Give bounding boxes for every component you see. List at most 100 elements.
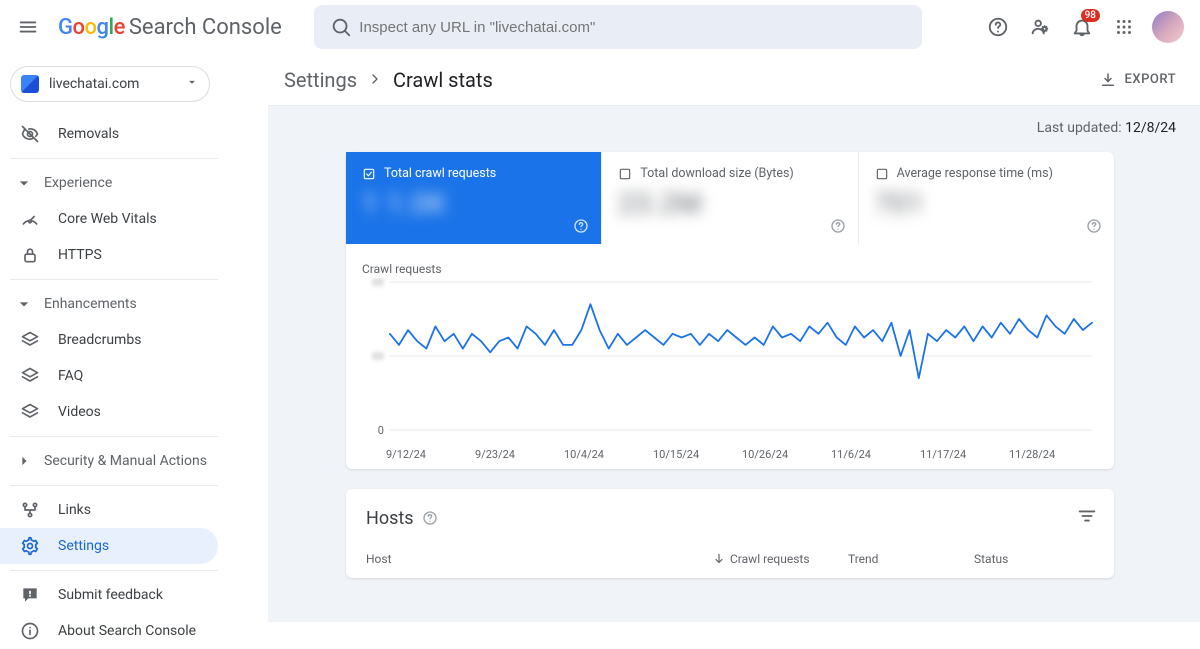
chart-x-tick: 10/4/24 (564, 448, 653, 461)
hosts-title: Hosts (366, 508, 414, 529)
sidebar-item-label: Settings (58, 538, 109, 554)
breadcrumb: Settings Crawl stats (284, 68, 493, 92)
notification-badge: 98 (1081, 9, 1100, 22)
sidebar-item-label: Submit feedback (58, 587, 163, 603)
notifications-button[interactable]: 98 (1062, 7, 1102, 47)
hosts-columns: Host Crawl requests Trend Status (346, 542, 1114, 578)
last-updated-label: Last updated: (1037, 120, 1125, 136)
top-right-actions: 98 (978, 7, 1184, 47)
search-icon (322, 7, 359, 47)
sidebar-item-core-web-vitals[interactable]: Core Web Vitals (0, 201, 218, 237)
last-updated: Last updated: 12/8/24 (284, 120, 1176, 136)
sidebar-group-label: Experience (44, 175, 112, 191)
menu-button[interactable] (8, 7, 48, 47)
svg-text:0: 0 (378, 424, 384, 437)
chart-title: Crawl requests (362, 262, 1098, 276)
metric-label: Average response time (ms) (897, 166, 1053, 181)
sidebar-item-breadcrumbs[interactable]: Breadcrumbs (0, 322, 218, 358)
metric-label: Total download size (Bytes) (640, 166, 793, 181)
col-requests[interactable]: Crawl requests (712, 552, 832, 566)
sidebar-item-https[interactable]: HTTPS (0, 237, 218, 273)
sidebar-item-label: Breadcrumbs (58, 332, 141, 348)
metric-label: Total crawl requests (384, 166, 496, 181)
chart-x-tick: 11/6/24 (831, 448, 920, 461)
col-host[interactable]: Host (366, 552, 696, 566)
col-requests-label: Crawl requests (730, 552, 810, 566)
metric-value-blurred: 701 (875, 187, 1098, 220)
divider (10, 436, 218, 437)
chart-x-tick: 9/23/24 (475, 448, 564, 461)
chart-x-tick: 10/26/24 (742, 448, 831, 461)
sidebar-item-label: FAQ (58, 368, 83, 384)
sidebar-item-label: Removals (58, 126, 119, 142)
help-icon[interactable] (1084, 216, 1104, 236)
filter-button[interactable] (1076, 505, 1098, 532)
manage-account-button[interactable] (1020, 7, 1060, 47)
page-header: Settings Crawl stats Export (268, 54, 1200, 106)
sidebar-item-links[interactable]: Links (0, 492, 218, 528)
hosts-header: Hosts (346, 489, 1114, 542)
chart-x-labels: 9/12/249/23/2410/4/2410/15/2410/26/2411/… (362, 448, 1098, 461)
sidebar-group-enhancements[interactable]: Enhancements (0, 286, 268, 322)
sidebar-item-label: Core Web Vitals (58, 211, 157, 227)
chart-x-tick: 9/12/24 (386, 448, 475, 461)
metric-total-requests[interactable]: Total crawl requests 1 1.0K (346, 152, 602, 244)
sidebar-item-label: HTTPS (58, 247, 102, 263)
account-avatar[interactable] (1152, 11, 1184, 43)
crawl-stats-card: Total crawl requests 1 1.0K Total downlo… (346, 152, 1114, 469)
url-inspection-input[interactable] (359, 19, 914, 36)
divider (10, 570, 218, 571)
property-favicon (21, 75, 39, 93)
property-selector[interactable]: livechatai.com (10, 66, 210, 102)
chart-x-tick: 11/28/24 (1009, 448, 1098, 461)
metric-download-size[interactable]: Total download size (Bytes) 23.2M (602, 152, 858, 244)
divider (10, 158, 218, 159)
metric-value-blurred: 23.2M (618, 187, 841, 220)
sidebar: livechatai.com Removals Experience Core … (0, 54, 268, 622)
chart-area: Crawl requests 0 9/12/249/23/2410/4/2410… (346, 244, 1114, 469)
url-inspection-bar[interactable] (314, 5, 922, 49)
sidebar-item-label: About Search Console (58, 623, 196, 639)
export-button[interactable]: Export (1099, 71, 1176, 89)
sidebar-item-about[interactable]: About Search Console (0, 613, 218, 649)
google-logo-text: Google (58, 15, 125, 40)
product-logo[interactable]: Google Search Console (58, 15, 282, 40)
sidebar-item-faq[interactable]: FAQ (0, 358, 218, 394)
sidebar-group-security[interactable]: Security & Manual Actions (0, 443, 268, 479)
sidebar-item-videos[interactable]: Videos (0, 394, 218, 430)
col-trend[interactable]: Trend (848, 552, 958, 566)
sidebar-item-removals[interactable]: Removals (0, 116, 218, 152)
metric-response-time[interactable]: Average response time (ms) 701 (859, 152, 1114, 244)
property-label: livechatai.com (49, 76, 139, 92)
help-icon[interactable] (571, 216, 591, 236)
apps-button[interactable] (1104, 7, 1144, 47)
breadcrumb-root[interactable]: Settings (284, 68, 357, 92)
sidebar-item-feedback[interactable]: Submit feedback (0, 577, 218, 613)
sidebar-group-label: Security & Manual Actions (44, 453, 207, 469)
crawl-requests-chart: 0 (362, 278, 1098, 448)
chart-x-tick: 11/17/24 (920, 448, 1009, 461)
sidebar-group-experience[interactable]: Experience (0, 165, 268, 201)
help-icon[interactable] (422, 510, 440, 528)
sidebar-item-label: Videos (58, 404, 101, 420)
export-label: Export (1125, 72, 1176, 87)
metric-value-blurred: 1 1.0K (362, 187, 585, 220)
col-status[interactable]: Status (974, 552, 1074, 566)
chevron-down-icon (185, 75, 199, 93)
help-icon[interactable] (828, 216, 848, 236)
topbar: Google Search Console 98 (0, 0, 1200, 54)
divider (10, 485, 218, 486)
page-title: Crawl stats (393, 68, 493, 92)
sidebar-item-settings[interactable]: Settings (0, 528, 218, 564)
divider (10, 279, 218, 280)
last-updated-value: 12/8/24 (1125, 120, 1176, 136)
main: Settings Crawl stats Export Last updated… (268, 54, 1200, 622)
chart-x-tick: 10/15/24 (653, 448, 742, 461)
product-name: Search Console (129, 15, 282, 40)
sidebar-group-label: Enhancements (44, 296, 137, 312)
metric-tabs: Total crawl requests 1 1.0K Total downlo… (346, 152, 1114, 244)
main-content: Last updated: 12/8/24 Total crawl reques… (268, 106, 1200, 622)
hosts-card: Hosts Host Crawl requests Trend Status (346, 489, 1114, 578)
sidebar-item-label: Links (58, 502, 91, 518)
help-button[interactable] (978, 7, 1018, 47)
